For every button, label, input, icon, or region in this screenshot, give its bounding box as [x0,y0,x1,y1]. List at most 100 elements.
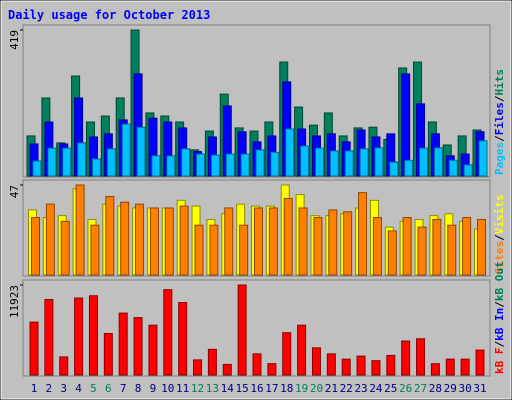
x-tick-label: 22 [340,382,353,395]
bar [164,207,174,276]
bar [163,289,173,376]
bar [44,299,54,376]
bar [148,324,158,376]
bar [478,140,488,177]
bar [222,363,232,376]
bar [194,224,204,276]
x-tick-label: 11 [176,382,189,395]
x-tick-label: 28 [429,382,442,395]
bar [237,284,247,376]
bar [196,153,206,177]
legend-separator: / [493,234,506,241]
x-tick-label: 13 [206,382,219,395]
legend: Sites/Visits [493,195,506,275]
bar [387,230,397,276]
bar [121,123,131,177]
bar [344,150,354,177]
x-tick-label: 23 [354,382,367,395]
bar [255,149,265,177]
legend-separator: / [493,135,506,142]
legend-entry: Hits [493,69,506,96]
bar [179,205,189,276]
bar [297,324,307,376]
y-tick-label: 11923 [8,285,21,318]
bar [225,153,235,177]
bar [91,158,101,177]
bar [417,226,427,276]
x-tick-label: 12 [191,382,204,395]
bar [60,220,70,276]
bar [329,150,339,177]
bar [151,155,161,177]
bar [31,217,40,276]
bar [135,203,145,276]
x-tick-label: 5 [90,382,97,395]
bar [358,192,368,276]
bar [416,338,426,376]
x-tick-label: 25 [384,382,397,395]
legend: Pages/Files/Hits [493,69,506,175]
bar [209,224,219,276]
legend: kB F/kB In/kB Out [493,261,506,374]
bar [372,217,382,276]
bar [120,201,130,276]
x-tick-label: 24 [369,382,383,395]
x-tick-label: 15 [236,382,249,395]
bar [343,211,353,276]
bar [105,195,115,276]
x-tick-label: 19 [295,382,308,395]
x-tick-label: 14 [221,382,235,395]
bar [341,358,351,376]
bar [239,224,249,276]
bar [359,148,369,177]
bar [254,207,263,276]
bar [45,203,55,276]
x-tick-label: 27 [414,382,427,395]
x-tick-label: 7 [120,382,127,395]
x-tick-label: 10 [161,382,174,395]
bar [103,332,113,376]
bar [178,302,188,376]
bar [59,356,69,376]
bar [460,358,470,376]
bar [224,207,234,276]
bar [32,160,42,177]
bar [88,295,98,376]
x-tick-label: 16 [250,382,263,395]
bar [311,347,321,376]
x-tick-label: 2 [46,382,53,395]
legend-entry: kB In [493,308,506,341]
bar [374,147,384,177]
legend-entry: kB Out [493,261,506,301]
bar [136,126,146,177]
bar [371,360,381,376]
x-tick-label: 9 [150,382,157,395]
bar [47,147,57,177]
bar [433,147,443,177]
x-tick-label: 18 [280,382,293,395]
x-tick-label: 1 [31,382,38,395]
y-tick-label: 419 [8,30,21,50]
legend-entry: Visits [493,195,506,235]
x-tick-label: 17 [265,382,278,395]
bar [401,340,411,376]
bar [283,197,293,276]
y-tick-label: 47 [8,185,21,198]
bar [252,353,262,376]
bar [90,224,100,276]
bar [193,359,203,376]
bar [77,142,87,177]
bar [328,209,338,276]
bar [386,354,396,376]
bar [463,164,473,177]
bar [298,207,308,276]
bar [207,348,217,376]
bar [477,218,486,276]
bar [419,147,429,177]
x-tick-label: 21 [325,382,338,395]
bar [389,161,399,177]
bar [475,349,485,376]
x-tick-label: 8 [135,382,142,395]
